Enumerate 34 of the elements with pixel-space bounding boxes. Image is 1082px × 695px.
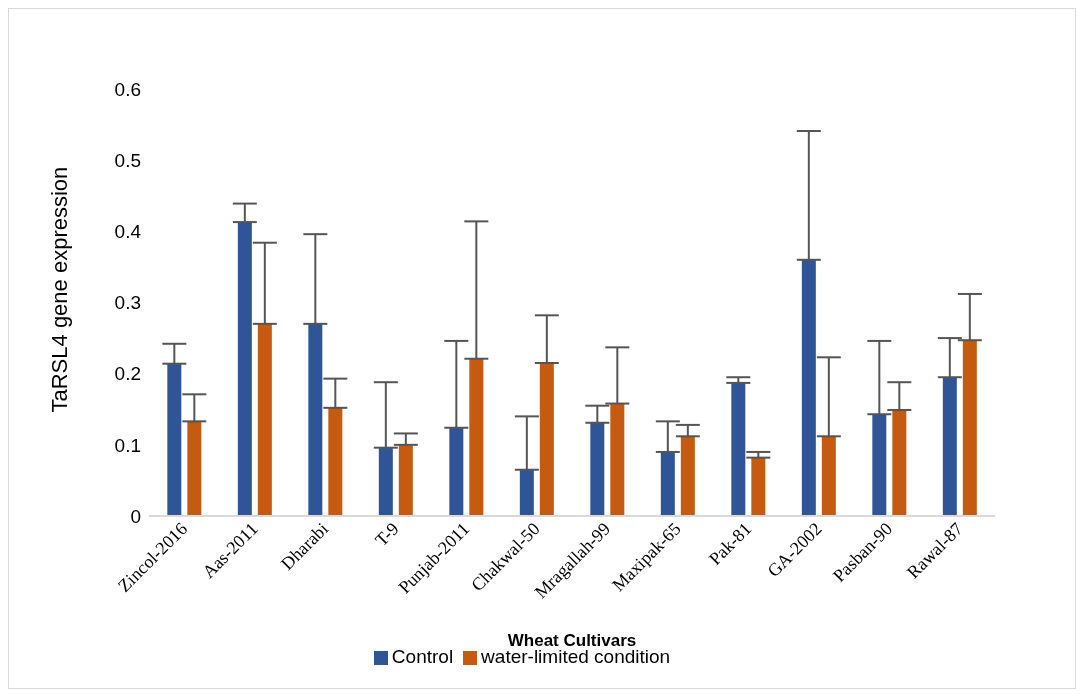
bar — [257, 323, 272, 516]
y-axis-title: TaRSL4 gene expression — [46, 166, 72, 413]
y-tick-label: 0.2 — [114, 363, 141, 385]
legend-label: Control — [391, 646, 454, 667]
bar — [539, 362, 554, 516]
y-tick-label: 0.6 — [114, 78, 141, 100]
bar — [680, 436, 695, 516]
bar — [308, 323, 323, 516]
bar — [660, 451, 675, 516]
bar — [942, 377, 957, 516]
bar — [328, 407, 343, 516]
bar — [519, 469, 534, 516]
bar — [187, 421, 202, 516]
bar — [892, 409, 907, 516]
bar — [167, 363, 182, 516]
bar — [378, 447, 393, 516]
bar — [731, 382, 746, 516]
bar — [237, 222, 252, 516]
bar — [801, 259, 816, 516]
bar — [821, 436, 836, 516]
bar — [590, 422, 605, 516]
x-tick-label: T-9 — [371, 518, 403, 551]
y-tick-label: 0.4 — [114, 221, 142, 243]
bar — [962, 340, 977, 516]
bar — [398, 444, 413, 516]
bar — [469, 358, 484, 516]
y-tick-label: 0.3 — [114, 292, 141, 314]
bar — [872, 414, 887, 516]
bar — [751, 457, 766, 516]
bar — [449, 427, 464, 516]
bar — [610, 403, 625, 516]
y-tick-label: 0.1 — [114, 434, 141, 456]
y-tick-label: 0.5 — [114, 149, 141, 171]
y-tick-label: 0 — [130, 505, 141, 527]
